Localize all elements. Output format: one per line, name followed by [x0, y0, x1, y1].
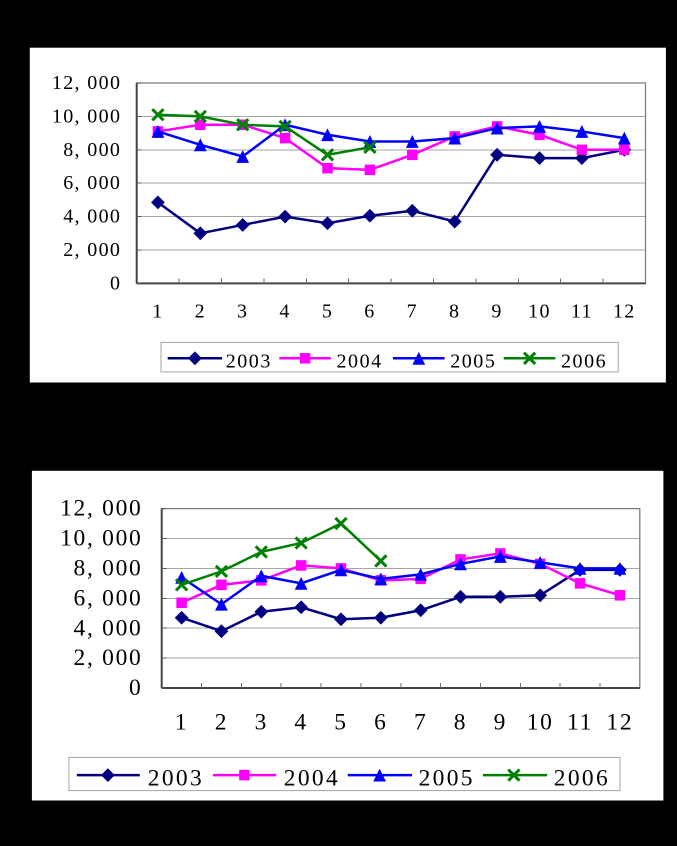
svg-text:2, 000: 2, 000 — [63, 239, 121, 261]
svg-text:2003: 2003 — [226, 350, 272, 372]
svg-text:5: 5 — [334, 710, 347, 736]
svg-text:7: 7 — [407, 300, 418, 322]
svg-text:6, 000: 6, 000 — [63, 172, 121, 194]
svg-text:6, 000: 6, 000 — [74, 585, 143, 611]
svg-text:4, 000: 4, 000 — [74, 615, 143, 641]
svg-text:10, 000: 10, 000 — [52, 105, 121, 127]
svg-text:8, 000: 8, 000 — [74, 555, 143, 581]
svg-text:2006: 2006 — [554, 765, 610, 791]
svg-text:0: 0 — [110, 272, 121, 294]
svg-text:3: 3 — [237, 300, 248, 322]
svg-text:5: 5 — [322, 300, 333, 322]
svg-text:8, 000: 8, 000 — [63, 139, 121, 161]
svg-text:4: 4 — [279, 300, 290, 322]
svg-text:4, 000: 4, 000 — [63, 206, 121, 228]
svg-text:10: 10 — [527, 710, 554, 736]
svg-text:10: 10 — [528, 300, 551, 322]
svg-text:11: 11 — [571, 300, 593, 322]
svg-text:3: 3 — [255, 710, 268, 736]
svg-text:12, 000: 12, 000 — [52, 72, 121, 94]
svg-text:2006: 2006 — [561, 350, 607, 372]
svg-text:6: 6 — [374, 710, 387, 736]
svg-text:6: 6 — [364, 300, 375, 322]
svg-text:2005: 2005 — [450, 350, 496, 372]
svg-text:12: 12 — [606, 710, 633, 736]
svg-text:8: 8 — [454, 710, 467, 736]
svg-text:2, 000: 2, 000 — [74, 645, 143, 671]
svg-text:7: 7 — [414, 710, 427, 736]
svg-text:9: 9 — [491, 300, 502, 322]
svg-text:10, 000: 10, 000 — [60, 526, 142, 552]
svg-text:12: 12 — [613, 300, 636, 322]
svg-text:2005: 2005 — [419, 765, 475, 791]
svg-text:12, 000: 12, 000 — [60, 496, 142, 522]
svg-text:1: 1 — [175, 710, 188, 736]
svg-text:2: 2 — [195, 300, 206, 322]
svg-text:9: 9 — [494, 710, 507, 736]
svg-text:1: 1 — [152, 300, 163, 322]
svg-text:2: 2 — [215, 710, 228, 736]
svg-text:2003: 2003 — [148, 765, 204, 791]
svg-text:4: 4 — [294, 710, 307, 736]
svg-text:0: 0 — [129, 675, 142, 701]
svg-text:8: 8 — [449, 300, 460, 322]
svg-text:2004: 2004 — [337, 350, 383, 372]
svg-text:2004: 2004 — [284, 765, 340, 791]
svg-text:11: 11 — [567, 710, 593, 736]
